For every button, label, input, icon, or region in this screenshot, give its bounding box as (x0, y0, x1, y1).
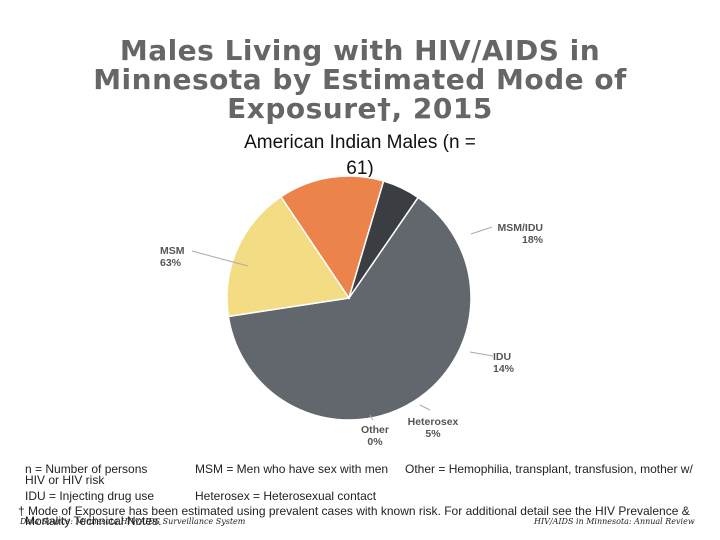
leader-line-heterosex (419, 404, 431, 411)
slice-label-idu: IDU (493, 351, 511, 363)
data-source: Data Source: Minnesota HIV/AIDS Surveill… (20, 517, 246, 526)
title-line-2: Minnesota by Estimated Mode of (93, 63, 627, 96)
slice-label-msm-idu: MSM/IDU (498, 222, 544, 234)
title-line-1: Males Living with HIV/AIDS in (119, 34, 601, 67)
report-name: HIV/AIDS in Minnesota: Annual Review (534, 517, 695, 526)
leader-line-idu (469, 351, 494, 357)
note-idu-definition: IDU = Injecting drug use (25, 489, 155, 503)
slice-value-idu: 14% (493, 363, 515, 375)
title-line-3: Exposure†, 2015 (227, 92, 493, 125)
chart-subtitle: American Indian Males (n = 61) (200, 130, 520, 182)
chart-title: Males Living with HIV/AIDS in Minnesota … (60, 36, 660, 123)
slice-value-msm: 63% (160, 257, 182, 269)
leader-line-msm-idu (470, 226, 493, 235)
slice-value-heterosex: 5% (425, 428, 441, 440)
pie-slice-heterosex (348, 180, 420, 299)
note-other-definition-continued: HIV or HIV risk (25, 473, 105, 487)
note-mode-of-exposure: † Mode of Exposure has been estimated us… (18, 504, 690, 518)
pie-slice-msm-idu (226, 195, 351, 318)
subtitle-line-1: American Indian Males (n = (244, 132, 476, 153)
subtitle-line-2: 61) (346, 158, 374, 179)
slice-value-msm-idu: 18% (522, 234, 544, 246)
pie-slices (226, 175, 472, 421)
leader-line-msm (191, 250, 249, 267)
leader-lines (191, 226, 494, 421)
slice-label-msm: MSM (160, 245, 185, 257)
slice-label-heterosex: Heterosex (408, 416, 459, 428)
note-heterosex-definition: Heterosex = Heterosexual contact (195, 489, 377, 503)
pie-slice-msm (227, 196, 472, 421)
slice-label-other: Other (361, 424, 389, 436)
note-mode-of-exposure-continued: Mortality Technical Notes. (25, 514, 162, 528)
slice-value-other: 0% (367, 436, 383, 448)
note-msm-definition: MSM = Men who have sex with men (195, 462, 389, 476)
leader-line-other (369, 414, 374, 421)
note-n-definition: n = Number of persons (25, 462, 148, 476)
note-other-definition: Other = Hemophilia, transplant, transfus… (405, 462, 693, 476)
